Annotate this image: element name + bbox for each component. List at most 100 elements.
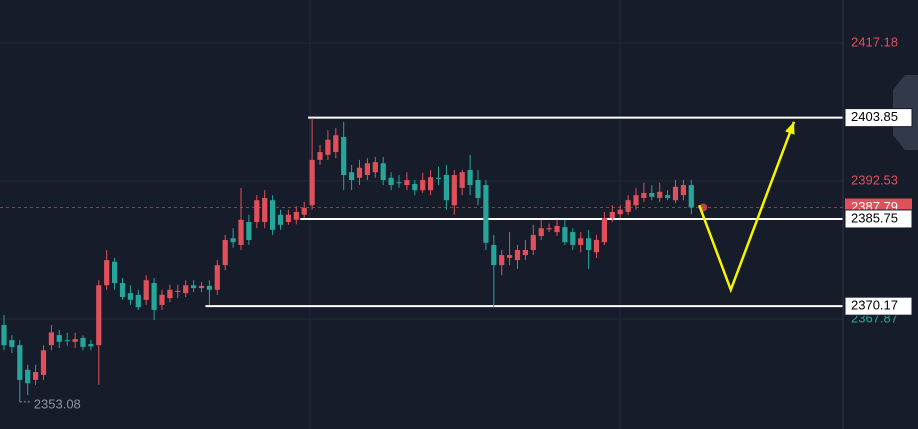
plot-area: 2353.08 xyxy=(0,42,843,411)
price-axis-labels: 2417.182392.532367.872387.792403.852385.… xyxy=(844,34,913,325)
candle-body xyxy=(514,250,521,261)
candle-body xyxy=(641,192,647,198)
candle-body xyxy=(625,200,631,212)
candle-body xyxy=(104,260,110,286)
candle-body xyxy=(499,255,505,266)
candle-body xyxy=(388,177,394,186)
candle-body xyxy=(293,211,299,220)
candle-body xyxy=(309,159,315,206)
y-tick-label: 2417.18 xyxy=(851,34,898,49)
candle-body xyxy=(72,339,78,342)
candle-body xyxy=(633,195,639,206)
candle-body xyxy=(428,177,434,191)
candle-body xyxy=(333,135,339,153)
candle-body xyxy=(420,180,426,191)
candle-body xyxy=(672,186,679,201)
candle-body xyxy=(127,293,133,300)
candle-body xyxy=(301,208,307,215)
candle-body xyxy=(33,372,39,380)
candle-body xyxy=(222,239,228,266)
candle-body xyxy=(507,255,513,258)
candle-body xyxy=(380,163,386,181)
candle-body xyxy=(562,227,568,243)
candle-body xyxy=(649,192,655,197)
candle-body xyxy=(601,218,607,243)
y-tick-label: 2392.53 xyxy=(851,172,898,187)
candle-body xyxy=(64,340,70,342)
candle-body xyxy=(451,175,457,206)
candle-body xyxy=(1,325,7,346)
candle-body xyxy=(680,185,686,196)
candle-body xyxy=(593,239,600,253)
candle-body xyxy=(206,285,212,290)
candle-body xyxy=(25,369,31,384)
candle-body xyxy=(277,214,284,225)
projection-arrowhead xyxy=(785,121,795,135)
candle-body xyxy=(238,219,244,245)
candle-body xyxy=(325,139,331,155)
candle-body xyxy=(119,283,126,298)
candle-body xyxy=(404,180,410,186)
candle-body xyxy=(491,244,497,266)
candle-body xyxy=(435,177,442,179)
candle-body xyxy=(364,163,370,176)
candle-body xyxy=(151,283,157,310)
candle-body xyxy=(198,285,205,289)
projection-path xyxy=(698,121,796,294)
candle-body xyxy=(246,222,252,240)
low-marker-label: 2353.08 xyxy=(34,396,81,411)
candle-body xyxy=(688,185,694,208)
candle-body xyxy=(443,175,449,201)
candle-body xyxy=(183,285,189,294)
candle-body xyxy=(530,234,536,251)
candle-body xyxy=(609,211,615,219)
candle-body xyxy=(396,182,402,184)
candle-body xyxy=(262,197,268,223)
candle-body xyxy=(40,350,47,375)
candle-body xyxy=(570,232,576,245)
candle-body xyxy=(665,195,671,198)
candle-body xyxy=(578,238,584,245)
candle-body xyxy=(175,290,181,293)
candle-body xyxy=(459,172,465,188)
candle-body xyxy=(522,250,528,256)
candle-body xyxy=(412,183,418,191)
candle-body xyxy=(467,169,473,186)
candle-body xyxy=(80,337,86,347)
candle-body xyxy=(230,238,236,243)
candle-body xyxy=(341,136,347,176)
candle-body xyxy=(356,167,363,178)
candle-body xyxy=(48,332,54,346)
candle-body xyxy=(167,289,173,299)
candle-body xyxy=(135,294,141,308)
candle-body xyxy=(475,180,481,198)
candle-body xyxy=(317,152,323,160)
candle-body xyxy=(586,238,592,251)
level-label-box xyxy=(844,209,913,229)
candle-body xyxy=(483,185,489,243)
candle-body xyxy=(285,214,291,223)
candle-body xyxy=(546,228,552,230)
candle-body xyxy=(96,285,102,346)
candle-body xyxy=(554,225,560,233)
candle-body xyxy=(56,335,62,342)
candle-body xyxy=(349,172,355,181)
candle-body xyxy=(270,200,276,230)
level-label-box xyxy=(844,108,913,128)
candle-body xyxy=(143,280,149,300)
candle-body xyxy=(372,162,378,173)
level-label: 2403.85 xyxy=(851,109,898,124)
level-label: 2385.75 xyxy=(851,210,898,225)
candle-body xyxy=(191,285,197,289)
candle-body xyxy=(17,345,23,380)
candle-body xyxy=(617,209,623,215)
level-label-box xyxy=(844,296,913,316)
candle-body xyxy=(159,294,165,305)
candle-body xyxy=(254,200,260,223)
candle-body xyxy=(214,265,220,290)
level-label: 2370.17 xyxy=(851,298,898,313)
candle-body xyxy=(657,191,663,198)
candle-body xyxy=(9,340,15,347)
